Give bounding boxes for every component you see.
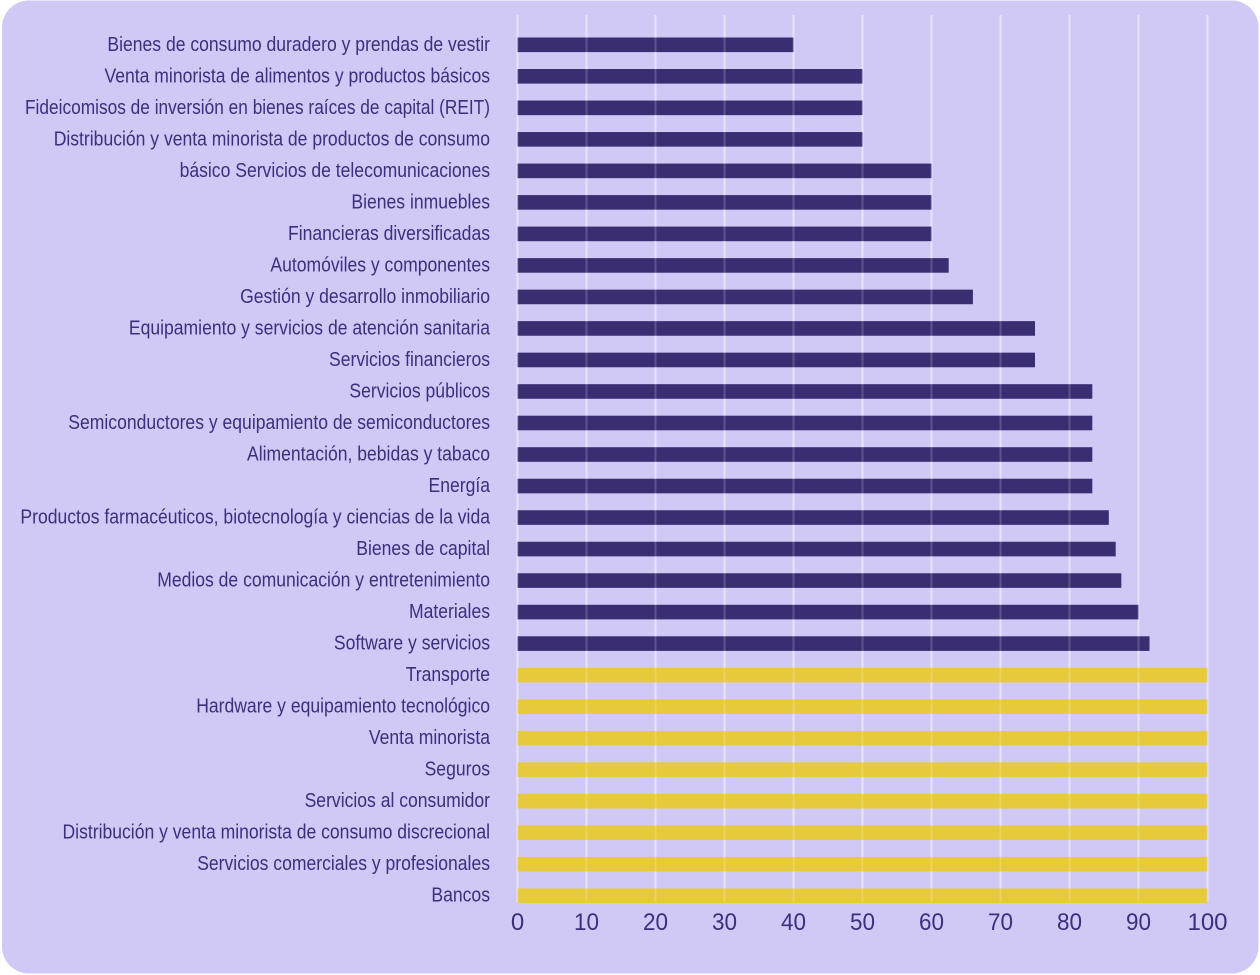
- svg-text:Financieras diversificadas: Financieras diversificadas: [288, 223, 490, 245]
- svg-text:Servicios al consumidor: Servicios al consumidor: [305, 790, 491, 812]
- svg-text:Servicios públicos: Servicios públicos: [349, 380, 490, 402]
- svg-text:Servicios financieros: Servicios financieros: [329, 349, 490, 371]
- svg-text:Materiales: Materiales: [409, 601, 490, 623]
- svg-text:Equipamiento y servicios de at: Equipamiento y servicios de atención san…: [129, 317, 491, 339]
- svg-text:Transporte: Transporte: [406, 664, 490, 686]
- svg-text:Gestión y desarrollo inmobilia: Gestión y desarrollo inmobiliario: [240, 286, 490, 308]
- svg-text:80: 80: [1057, 909, 1082, 936]
- svg-text:70: 70: [988, 909, 1013, 936]
- svg-text:Alimentación, bebidas y tabaco: Alimentación, bebidas y tabaco: [247, 444, 490, 466]
- svg-text:Servicios comerciales y profes: Servicios comerciales y profesionales: [197, 853, 490, 875]
- svg-text:Venta minorista de alimentos y: Venta minorista de alimentos y productos…: [105, 65, 491, 87]
- svg-text:40: 40: [781, 909, 806, 936]
- svg-text:Automóviles y componentes: Automóviles y componentes: [270, 254, 490, 276]
- svg-text:Seguros: Seguros: [425, 759, 490, 781]
- svg-text:Productos farmacéuticos, biote: Productos farmacéuticos, biotecnología y…: [20, 507, 490, 529]
- svg-text:Bancos: Bancos: [431, 885, 490, 907]
- svg-text:Energía: Energía: [429, 475, 491, 497]
- svg-text:Hardware y equipamiento tecnol: Hardware y equipamiento tecnológico: [196, 696, 490, 718]
- svg-text:Bienes de consumo duradero y p: Bienes de consumo duradero y prendas de …: [107, 34, 490, 56]
- svg-text:Distribución y venta minorista: Distribución y venta minorista de produc…: [54, 128, 490, 150]
- svg-text:50: 50: [850, 909, 875, 936]
- svg-text:90: 90: [1126, 909, 1151, 936]
- svg-text:Distribución y venta minorista: Distribución y venta minorista de consum…: [63, 822, 491, 844]
- svg-text:100: 100: [1187, 909, 1227, 936]
- svg-text:Fideicomisos de inversión en b: Fideicomisos de inversión en bienes raíc…: [25, 97, 490, 119]
- svg-text:Venta minorista: Venta minorista: [369, 727, 491, 749]
- svg-text:30: 30: [712, 909, 737, 936]
- svg-text:10: 10: [574, 909, 599, 936]
- svg-text:básico Servicios de telecomuni: básico Servicios de telecomunicaciones: [180, 160, 490, 182]
- svg-text:Medios de comunicación y entre: Medios de comunicación y entretenimiento: [157, 570, 490, 592]
- svg-text:Bienes de capital: Bienes de capital: [356, 538, 490, 560]
- svg-text:60: 60: [919, 909, 944, 936]
- svg-text:0: 0: [511, 909, 524, 936]
- svg-text:20: 20: [643, 909, 668, 936]
- svg-text:Bienes inmuebles: Bienes inmuebles: [351, 191, 490, 213]
- svg-text:Semiconductores y equipamiento: Semiconductores y equipamiento de semico…: [68, 412, 490, 434]
- svg-text:Software y servicios: Software y servicios: [334, 633, 490, 655]
